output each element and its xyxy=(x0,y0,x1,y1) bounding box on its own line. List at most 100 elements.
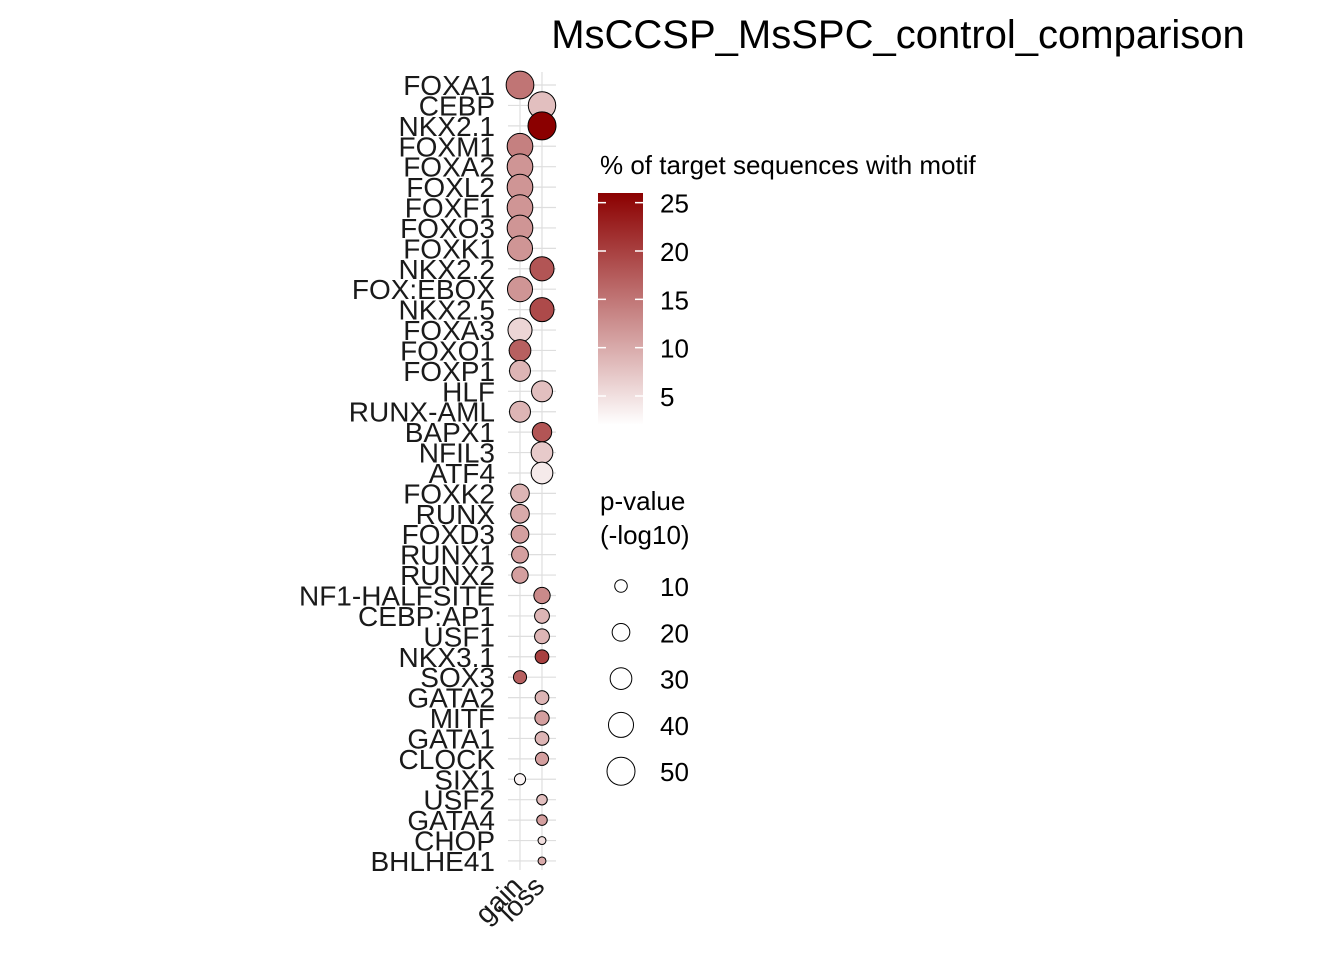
y-tick-label: RUNX-AML xyxy=(349,397,495,428)
data-point xyxy=(509,400,531,423)
y-tick-label: USF1 xyxy=(423,621,495,652)
y-tick-label: HLF xyxy=(442,376,495,407)
data-point xyxy=(508,339,532,362)
y-tick-label: GATA1 xyxy=(407,723,495,754)
data-point xyxy=(530,461,554,485)
size-legend-label: 20 xyxy=(660,618,689,648)
data-point xyxy=(506,235,534,262)
y-tick-label: NKX2.1 xyxy=(399,111,496,142)
y-tick-label: NF1-HALFSITE xyxy=(299,581,495,612)
color-legend-ticks: 5 10 15 20 25 xyxy=(598,189,689,412)
size-legend-title-line2: (-log10) xyxy=(600,520,690,550)
size-legend-label: 30 xyxy=(660,665,689,695)
color-legend-tick-label: 25 xyxy=(660,189,689,219)
color-legend-tick-label: 10 xyxy=(660,334,689,364)
data-point xyxy=(510,504,530,524)
chart-title: MsCCSP_MsSPC_control_comparison xyxy=(551,13,1245,57)
color-legend-tick-label: 15 xyxy=(660,285,689,315)
data-point xyxy=(530,441,554,464)
data-point xyxy=(507,317,533,343)
y-tick-label: RUNX xyxy=(416,499,496,530)
color-legend-tick-label: 5 xyxy=(660,382,674,412)
size-legend-circle xyxy=(609,667,633,690)
y-tick-label: CHOP xyxy=(414,826,495,857)
color-legend: % of target sequences with motif 5 10 15 20… xyxy=(598,150,977,425)
y-tick-label: BHLHE41 xyxy=(370,846,495,877)
y-tick-label: FOXD3 xyxy=(402,519,495,550)
data-point xyxy=(534,628,550,645)
y-tick-label: GATA2 xyxy=(407,683,495,714)
data-point xyxy=(505,70,535,100)
data-point xyxy=(513,773,527,786)
data-point xyxy=(533,586,551,605)
y-tick-label: NKX2.5 xyxy=(399,295,496,326)
y-tick-label: FOXK1 xyxy=(403,233,495,264)
data-point xyxy=(536,793,548,806)
data-point xyxy=(511,566,529,584)
y-tick-label: FOXL2 xyxy=(406,172,495,203)
color-legend-bar xyxy=(598,193,643,425)
data-point xyxy=(531,421,553,443)
data-point xyxy=(510,483,530,504)
y-tick-label: FOXP1 xyxy=(403,356,495,387)
y-tick-label: SIX1 xyxy=(434,764,495,795)
y-tick-label: FOXO3 xyxy=(400,213,495,244)
data-point xyxy=(534,731,550,746)
size-legend-circle xyxy=(606,756,636,786)
data-point xyxy=(534,608,550,624)
data-point xyxy=(529,297,555,323)
y-axis-labels: FOXA1CEBPNKX2.1FOXM1FOXA2FOXL2FOXF1FOXO3… xyxy=(299,70,495,877)
data-point xyxy=(527,111,557,141)
y-tick-label: ATF4 xyxy=(429,458,495,489)
y-tick-label: FOX:EBOX xyxy=(352,274,495,305)
data-point xyxy=(510,524,530,544)
data-point xyxy=(534,690,550,705)
data-point xyxy=(534,751,550,766)
size-legend-items: 10 20 30 40 50 xyxy=(606,572,689,787)
size-legend-circle xyxy=(611,622,631,642)
y-tick-label: USF2 xyxy=(423,785,495,816)
y-tick-label: NKX2.2 xyxy=(399,254,496,285)
size-legend-title-line1: p-value xyxy=(600,486,685,516)
data-point xyxy=(534,710,550,726)
y-tick-label: MITF xyxy=(430,703,495,734)
y-tick-label: CLOCK xyxy=(399,744,496,775)
y-tick-label: RUNX2 xyxy=(400,560,495,591)
data-points xyxy=(505,70,557,866)
y-tick-label: FOXK2 xyxy=(403,478,495,509)
data-point xyxy=(537,856,547,866)
y-tick-label: BAPX1 xyxy=(405,417,495,448)
size-legend: p-value (-log10) 10 20 30 40 50 xyxy=(600,486,690,787)
data-point xyxy=(536,814,548,826)
y-tick-label: NFIL3 xyxy=(419,438,495,469)
data-point xyxy=(511,545,529,564)
y-tick-label: FOXM1 xyxy=(399,131,495,162)
size-legend-label: 10 xyxy=(660,572,689,602)
data-point xyxy=(506,276,534,303)
color-legend-tick-label: 20 xyxy=(660,237,689,267)
color-legend-title: % of target sequences with motif xyxy=(600,150,977,180)
y-tick-label: NKX3.1 xyxy=(399,642,496,673)
y-tick-label: CEBP:AP1 xyxy=(358,601,495,632)
size-legend-label: 40 xyxy=(660,711,689,741)
y-tick-label: FOXA3 xyxy=(403,315,495,346)
size-legend-label: 50 xyxy=(660,757,689,787)
data-point xyxy=(534,649,550,665)
data-point xyxy=(509,359,531,382)
size-legend-circle xyxy=(607,711,635,738)
y-tick-label: FOXO1 xyxy=(400,335,495,366)
data-point xyxy=(531,380,553,403)
y-tick-label: RUNX1 xyxy=(400,540,495,571)
y-tick-label: SOX3 xyxy=(420,662,495,693)
data-point xyxy=(537,836,547,845)
y-tick-label: CEBP xyxy=(419,90,495,121)
data-point xyxy=(512,670,528,685)
data-point xyxy=(529,256,555,282)
y-tick-label: GATA4 xyxy=(407,805,495,836)
y-tick-label: FOXF1 xyxy=(405,193,495,224)
size-legend-circle xyxy=(614,579,628,593)
y-tick-label: FOXA1 xyxy=(403,70,495,101)
